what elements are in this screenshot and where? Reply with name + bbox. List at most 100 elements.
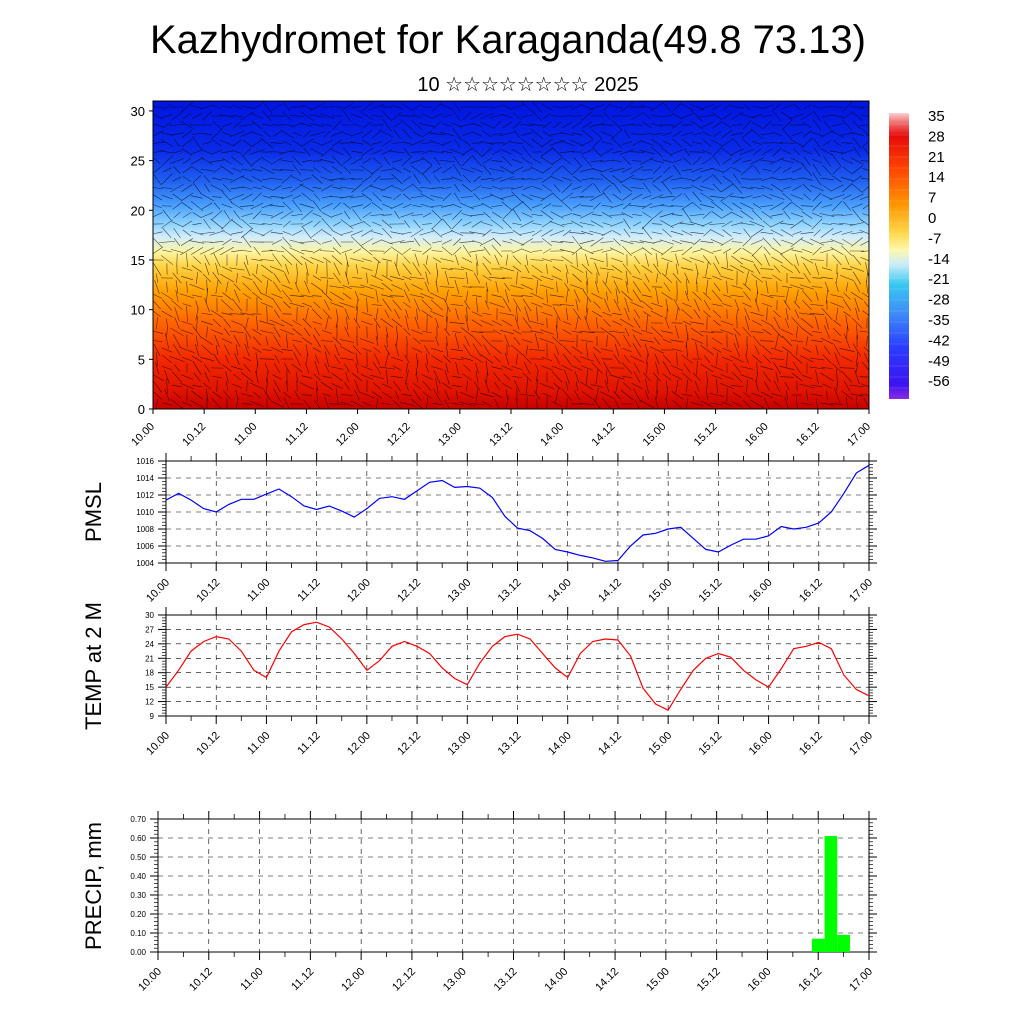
x-tick-label: 15.00 <box>646 577 674 605</box>
y-tick-label: 0.10 <box>130 929 146 938</box>
y-tick-label: 18 <box>145 669 154 678</box>
y-tick-label: 0.70 <box>130 815 146 824</box>
temp-axis-label: TEMP at 2 M <box>81 602 106 730</box>
y-tick-label: 24 <box>145 640 154 649</box>
x-tick-label: 11.00 <box>238 966 265 993</box>
colorbar-fill <box>889 113 909 399</box>
page-subtitle: 10 ☆☆☆☆☆☆☆☆ 2025 <box>417 74 638 96</box>
heatmap-x-tick-label: 14.00 <box>538 421 566 449</box>
x-tick-label: 14.12 <box>596 730 624 758</box>
heatmap-panel: 0 5 10 15 20 25 30 10.00 10.12 11.00 11.12 12.00 12… <box>129 100 873 449</box>
x-tick-label: 12.00 <box>339 966 367 994</box>
precip-bar <box>837 934 850 952</box>
series-line <box>165 621 870 711</box>
heatmap-x-tick-label: 11.12 <box>283 421 310 448</box>
wind-vector-field <box>153 101 869 409</box>
colorbar-label: -35 <box>928 312 950 329</box>
x-tick-label: 11.12 <box>289 966 316 993</box>
y-tick-label: 15 <box>145 683 154 692</box>
x-tick-label: 13.12 <box>492 966 520 994</box>
precip-panel: PRECIP, mm 0.00 0.10 0.20 0.30 0.40 0.50 0.60 0… <box>81 811 877 994</box>
wind-vectors <box>153 101 869 409</box>
x-tick-label: 10.12 <box>187 966 215 994</box>
colorbar-label: 7 <box>928 190 936 207</box>
x-tick-label: 10.00 <box>144 577 172 605</box>
y-tick-label: 1012 <box>136 491 154 500</box>
y-tick-label: 1014 <box>136 474 154 483</box>
colorbar-label: 0 <box>928 210 936 227</box>
y-tick-label: 12 <box>145 698 154 707</box>
page-title: Kazhydromet for Karaganda(49.8 73.13) <box>150 18 866 62</box>
x-tick-label: 17.00 <box>847 577 875 605</box>
x-tick-label: 15.12 <box>695 966 723 994</box>
x-tick-label: 16.12 <box>796 966 824 994</box>
x-tick-label: 11.12 <box>295 730 322 757</box>
heatmap-x-tick-label: 15.00 <box>641 421 669 449</box>
heatmap-x-tick-label: 10.12 <box>180 421 208 449</box>
heatmap-y-tick-label: 5 <box>138 352 145 367</box>
colorbar-label: -28 <box>928 292 950 309</box>
heatmap-x-tick-label: 16.00 <box>743 421 771 449</box>
x-tick-label: 10.00 <box>136 966 164 994</box>
heatmap-y-tick-label: 30 <box>131 104 145 119</box>
x-tick-label: 12.00 <box>345 730 373 758</box>
x-tick-label: 13.12 <box>496 577 524 605</box>
precip-bar <box>811 938 825 952</box>
x-tick-label: 14.00 <box>546 730 574 758</box>
y-tick-label: 27 <box>145 625 154 634</box>
x-tick-label: 11.12 <box>295 577 322 604</box>
x-tick-label: 13.12 <box>496 730 524 758</box>
heatmap-y-tick-label: 25 <box>131 154 145 169</box>
heatmap-x-tick-label: 12.12 <box>385 421 413 449</box>
y-tick-label: 1016 <box>136 457 154 466</box>
heatmap-x-tick-label: 13.12 <box>487 421 515 449</box>
heatmap-y-axis: 0 5 10 15 20 25 30 <box>131 104 153 417</box>
x-tick-label: 15.12 <box>697 730 725 758</box>
x-tick-label: 12.12 <box>395 577 423 605</box>
y-tick-label: 0.40 <box>130 872 146 881</box>
heatmap-x-tick-label: 14.12 <box>589 421 617 449</box>
colorbar-label: -7 <box>928 230 941 247</box>
x-tick-label: 12.12 <box>395 730 423 758</box>
x-tick-label: 14.12 <box>596 577 624 605</box>
x-tick-label: 13.00 <box>445 577 473 605</box>
colorbar-label: -14 <box>928 251 950 268</box>
y-tick-label: 0.50 <box>130 853 146 862</box>
heatmap-x-axis: 10.00 10.12 11.00 11.12 12.00 12.12 13.00 13.12… <box>129 409 873 449</box>
x-tick-label: 11.00 <box>245 577 272 604</box>
x-tick-label: 14.00 <box>546 577 574 605</box>
colorbar-label: 21 <box>928 149 945 166</box>
temp-panel: TEMP at 2 M 9 12 15 18 21 24 27 30 10.00 10.12 11.… <box>81 602 877 758</box>
colorbar: 35 28 21 14 7 0 -7 -14 -21 -28 -35 -42 -49 -56 <box>889 108 950 399</box>
colorbar-label: -42 <box>928 332 950 349</box>
x-tick-label: 16.00 <box>747 577 775 605</box>
x-tick-label: 15.12 <box>697 577 725 605</box>
colorbar-label: -21 <box>928 271 950 288</box>
y-tick-label: 30 <box>145 611 154 620</box>
y-tick-label: 0.00 <box>130 948 146 957</box>
precip-axis-label: PRECIP, mm <box>81 822 106 950</box>
colorbar-label: 28 <box>928 128 945 145</box>
x-tick-label: 16.00 <box>746 966 774 994</box>
heatmap-x-tick-label: 15.12 <box>692 421 720 449</box>
y-tick-label: 0.30 <box>130 891 146 900</box>
x-tick-label: 16.12 <box>797 577 825 605</box>
pmsl-axis-label: PMSL <box>81 482 106 542</box>
x-tick-label: 12.00 <box>345 577 373 605</box>
precip-bar <box>824 836 838 952</box>
y-tick-label: 1006 <box>136 542 154 551</box>
y-tick-label: 1004 <box>136 559 154 568</box>
x-tick-label: 16.00 <box>747 730 775 758</box>
y-tick-label: 1010 <box>136 508 154 517</box>
x-tick-label: 17.00 <box>847 730 875 758</box>
heatmap-x-tick-label: 10.00 <box>129 421 157 449</box>
x-tick-label: 16.12 <box>797 730 825 758</box>
x-tick-label: 17.00 <box>847 966 875 994</box>
x-tick-label: 14.12 <box>593 966 621 994</box>
x-tick-label: 10.00 <box>144 730 172 758</box>
heatmap-y-tick-label: 0 <box>138 402 145 417</box>
y-tick-label: 1008 <box>136 525 154 534</box>
colorbar-levels <box>889 123 909 389</box>
